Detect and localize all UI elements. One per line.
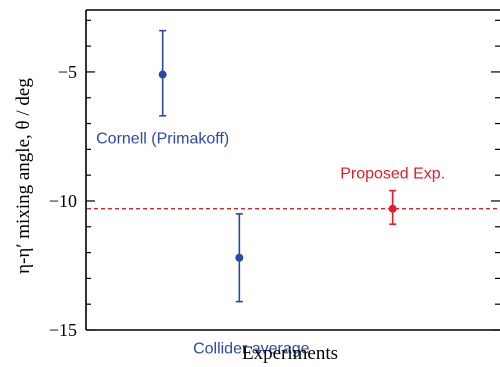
plot-frame xyxy=(85,9,500,331)
y-tick-label: −15 xyxy=(49,320,77,340)
data-point-label: Cornell (Primakoff) xyxy=(96,131,229,148)
data-point-group: Collider average xyxy=(193,213,310,358)
data-point-group: Cornell (Primakoff) xyxy=(96,29,229,148)
y-tick-label: −5 xyxy=(58,62,77,82)
y-tick-label: −10 xyxy=(49,191,77,211)
data-point-label: Collider average xyxy=(193,341,310,358)
data-points: Cornell (Primakoff) Collider average Propo… xyxy=(96,29,445,358)
data-point-marker xyxy=(158,70,167,79)
data-point-marker xyxy=(235,253,244,262)
x-axis-label: Experiments xyxy=(242,343,338,364)
y-axis-label: η-η′ mixing angle, θ / deg xyxy=(13,78,34,274)
y-ticks: −15 −10 −5 xyxy=(49,19,500,340)
data-point-group: Proposed Exp. xyxy=(340,166,445,225)
data-point-label: Proposed Exp. xyxy=(340,166,445,183)
data-point-marker xyxy=(388,204,397,213)
